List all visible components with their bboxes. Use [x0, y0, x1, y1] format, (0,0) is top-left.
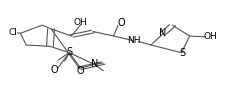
Text: Cl: Cl: [8, 28, 17, 37]
Text: OH: OH: [204, 32, 217, 41]
Text: N: N: [159, 28, 167, 38]
Text: OH: OH: [74, 18, 87, 27]
Text: O: O: [77, 66, 84, 76]
Text: O: O: [51, 65, 58, 75]
Text: N: N: [91, 59, 98, 69]
Text: S: S: [67, 47, 73, 57]
Text: O: O: [117, 18, 125, 28]
Text: NH: NH: [127, 36, 141, 45]
Text: S: S: [180, 48, 186, 58]
